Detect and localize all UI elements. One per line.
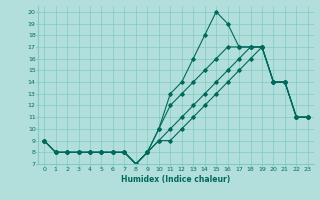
X-axis label: Humidex (Indice chaleur): Humidex (Indice chaleur) xyxy=(121,175,231,184)
